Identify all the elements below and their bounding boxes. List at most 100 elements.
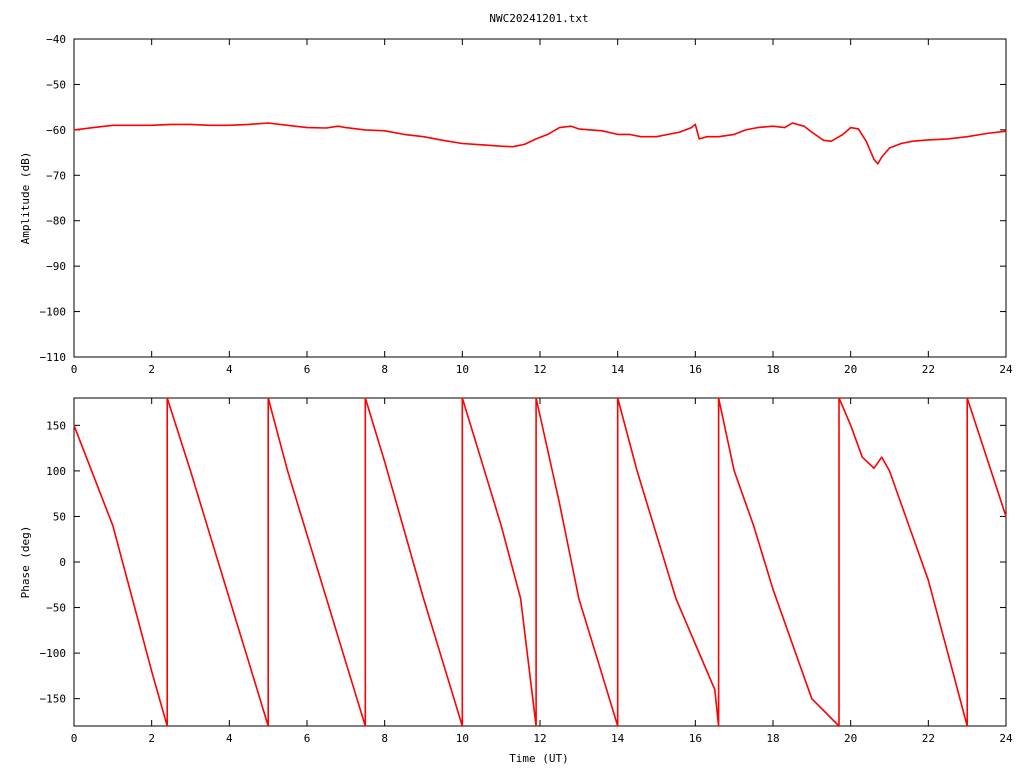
amplitude-data-point [966, 136, 968, 138]
amplitude-x-tick-label: 16 [689, 363, 702, 376]
phase-data-point [345, 661, 347, 663]
amplitude-data-point [589, 129, 592, 131]
amplitude-data-point [927, 139, 929, 141]
amplitude-data-point [112, 124, 114, 126]
amplitude-data-point [442, 139, 444, 141]
amplitude-x-tick-label: 6 [304, 363, 311, 376]
amplitude-data-point [403, 133, 405, 135]
amplitude-data-point [640, 136, 642, 138]
amplitude-data-point [877, 163, 879, 165]
phase-data-point [151, 670, 153, 672]
amplitude-data-point [481, 144, 483, 146]
amplitude-data-point [694, 123, 696, 126]
phase-y-tick-label: −50 [46, 602, 66, 615]
amplitude-data-point [830, 140, 832, 142]
amplitude-data-point [578, 128, 580, 130]
amplitude-data-point [888, 147, 891, 149]
amplitude-data-point [384, 130, 386, 132]
phase-data-point [267, 725, 269, 727]
phase-data-point [92, 474, 95, 477]
phase-data-point [714, 688, 716, 691]
amplitude-data-point [690, 126, 693, 129]
phase-x-tick-label: 22 [922, 732, 935, 745]
amplitude-data-point [756, 126, 759, 129]
phase-data-point [838, 725, 840, 727]
phase-data-point [791, 643, 794, 645]
phase-data-point [811, 698, 813, 700]
phase-data-point [772, 588, 774, 590]
phase-x-tick-label: 2 [148, 732, 155, 745]
phase-data-point [500, 524, 502, 527]
amplitude-data-point [286, 124, 289, 126]
amplitude-y-tick-label: −80 [46, 215, 66, 228]
phase-data-point [461, 397, 463, 399]
amplitude-y-tick-label: −40 [46, 33, 66, 46]
phase-data-point [908, 524, 910, 527]
phase-x-tick-label: 8 [381, 732, 388, 745]
amplitude-x-tick-label: 22 [922, 363, 935, 376]
phase-y-axis-label: Phase (deg) [19, 526, 32, 599]
phase-data-point [131, 597, 133, 600]
phase-data-point [752, 524, 755, 527]
amplitude-data-point [1005, 130, 1007, 132]
phase-x-tick-label: 20 [844, 732, 857, 745]
phase-data-point [112, 524, 114, 527]
amplitude-data-point [601, 130, 603, 132]
phase-data-point [881, 456, 883, 458]
amplitude-data-point [500, 145, 502, 147]
amplitude-data-point [881, 156, 883, 158]
phase-data-point [384, 461, 386, 463]
amplitude-series-line [73, 122, 1007, 165]
phase-data-point [286, 470, 289, 472]
phase-data-point [248, 661, 250, 663]
amplitude-data-point [248, 123, 250, 126]
phase-data-point [675, 597, 677, 600]
phase-data-point [228, 597, 230, 600]
amplitude-y-tick-label: −60 [46, 124, 66, 137]
amplitude-y-tick-label: −50 [46, 78, 66, 91]
phase-data-point [535, 725, 537, 727]
phase-data-point [617, 397, 619, 399]
phase-data-point [617, 725, 619, 727]
amplitude-data-point [679, 131, 681, 133]
amplitude-data-point [865, 140, 867, 142]
phase-x-tick-label: 24 [999, 732, 1013, 745]
phase-x-tick-label: 0 [71, 732, 78, 745]
amplitude-data-point [912, 140, 914, 142]
phase-data-point [166, 397, 168, 399]
amplitude-data-point [170, 123, 172, 126]
amplitude-data-point [523, 143, 526, 145]
amplitude-data-point [535, 138, 537, 140]
amplitude-data-point [667, 133, 669, 135]
amplitude-x-tick-label: 8 [381, 363, 388, 376]
phase-data-point [306, 534, 308, 536]
amplitude-data-point [850, 126, 852, 129]
phase-y-tick-label: 100 [46, 465, 66, 478]
amplitude-y-tick-label: −100 [40, 306, 67, 319]
amplitude-data-point [784, 126, 786, 129]
amplitude-x-tick-label: 10 [456, 363, 469, 376]
amplitude-data-point [337, 125, 339, 127]
phase-x-tick-label: 6 [304, 732, 311, 745]
phase-x-tick-label: 4 [226, 732, 233, 745]
amplitude-data-point [772, 125, 774, 127]
phase-data-point [209, 534, 211, 536]
chart-title: NWC20241201.txt [489, 12, 588, 25]
amplitude-data-point [822, 139, 825, 141]
phase-y-tick-label: 50 [53, 510, 66, 523]
phase-data-point [535, 397, 537, 399]
amplitude-data-point [92, 126, 95, 129]
phase-data-point [578, 597, 580, 600]
amplitude-data-point [131, 124, 133, 126]
phase-data-point [364, 397, 366, 399]
amplitude-data-point [364, 129, 366, 131]
phase-x-tick-label: 12 [533, 732, 546, 745]
phase-data-point [403, 529, 405, 531]
phase-data-point [1005, 515, 1007, 518]
phase-data-point [850, 424, 852, 426]
phase-data-point [888, 470, 891, 472]
phase-data-point [694, 643, 696, 645]
phase-data-point [966, 397, 968, 399]
amplitude-data-point [267, 122, 269, 124]
